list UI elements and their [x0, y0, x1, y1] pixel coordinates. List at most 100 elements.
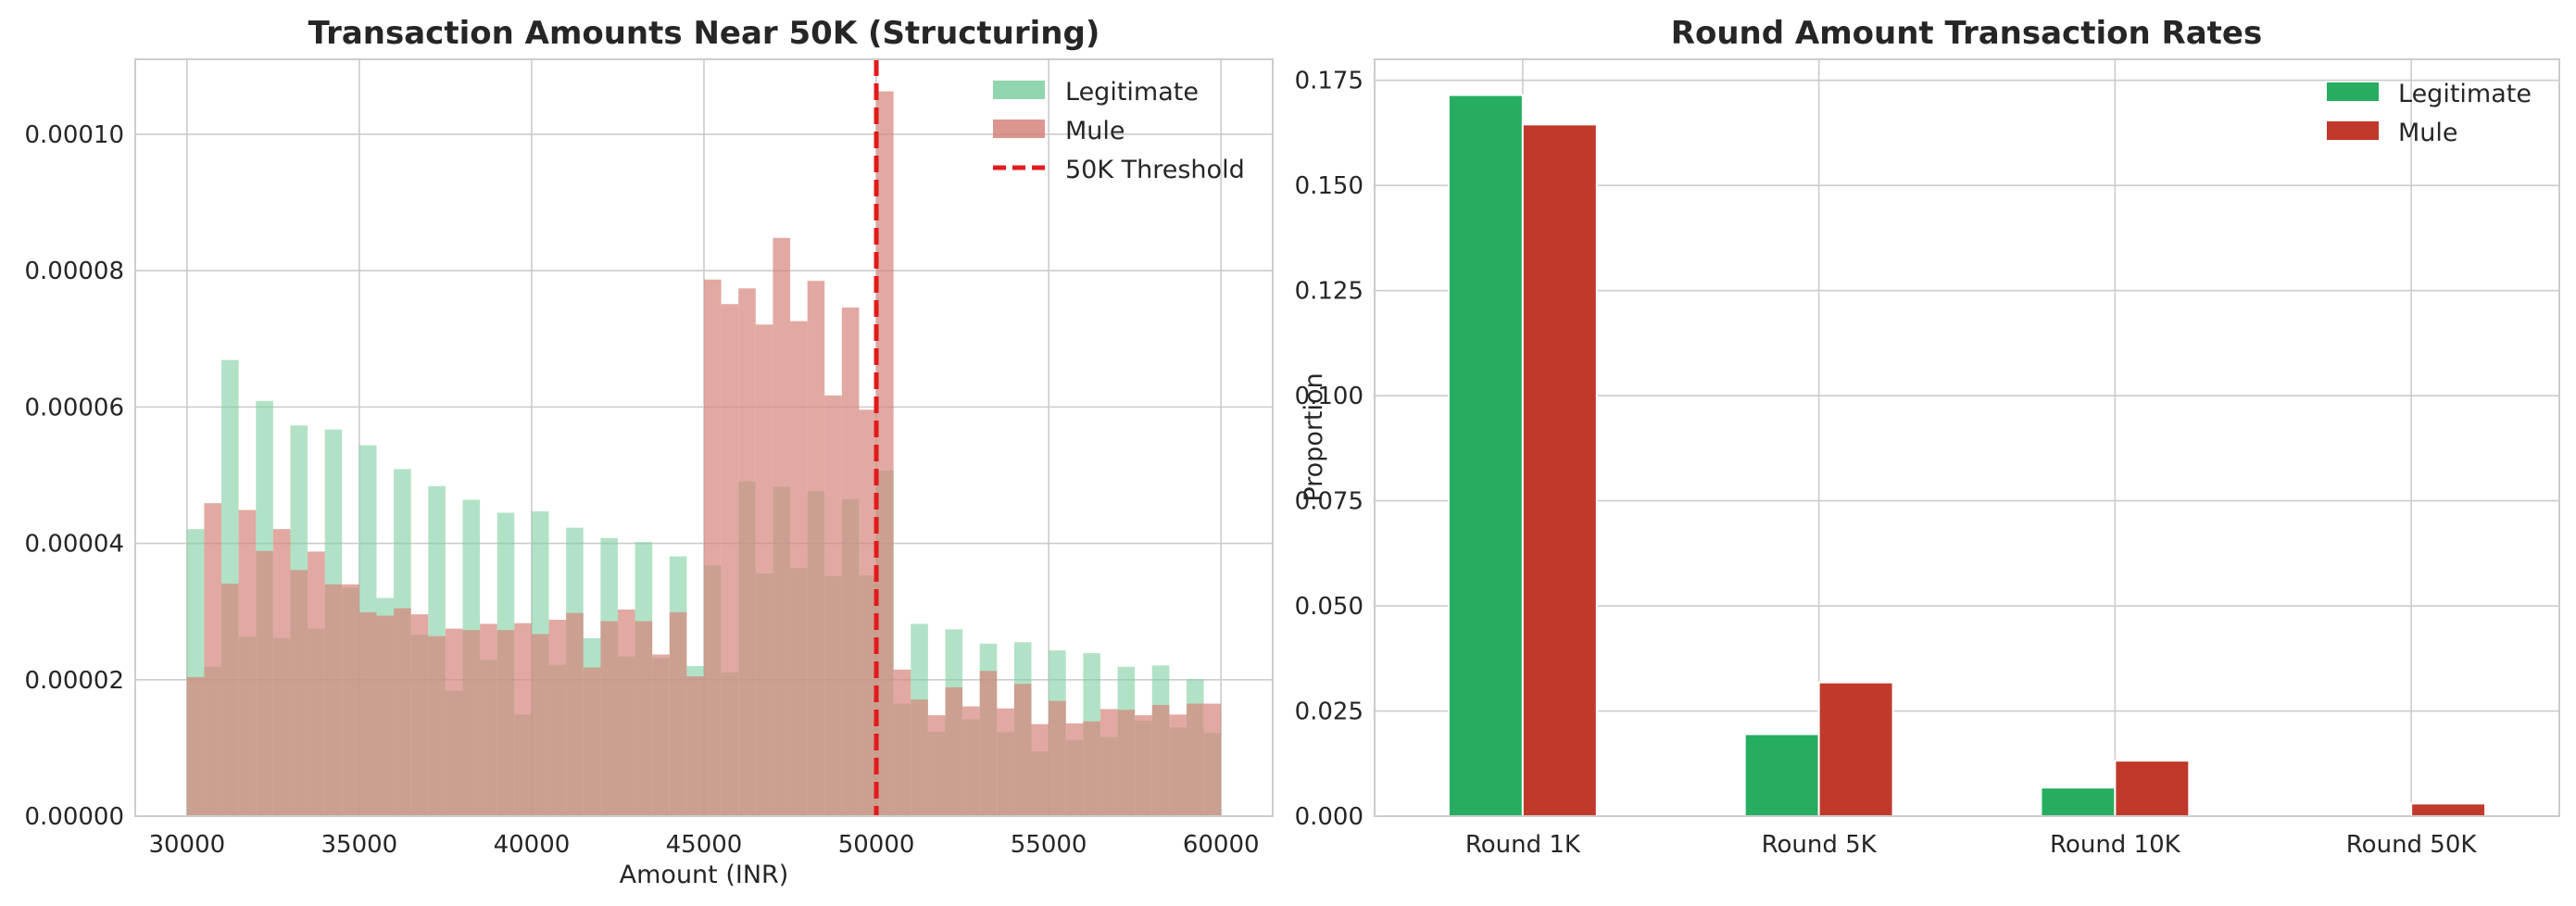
- histogram-x-axis-label: Amount (INR): [620, 861, 789, 889]
- bar-y-tick-label: 0.075: [1295, 488, 1363, 516]
- mule-histogram-bar: [204, 503, 222, 816]
- histogram-y-tick-label: 0.00002: [24, 667, 124, 695]
- histogram-y-tick-label: 0.00010: [24, 121, 124, 149]
- mule-histogram-bar: [773, 237, 791, 816]
- mule-histogram-bar: [324, 584, 343, 816]
- mule-histogram-bar: [410, 614, 429, 816]
- bar-y-tick-label: 0.125: [1295, 278, 1363, 306]
- mule-histogram-bar: [686, 676, 704, 816]
- mule-histogram-bar: [1013, 684, 1032, 816]
- bar-tick-labels: 0.000 0.025 0.050 0.075 0.100 0.125 0.150 0.175…: [1295, 68, 2478, 859]
- mule-histogram-bar: [1065, 723, 1084, 816]
- mule-histogram-bar: [256, 550, 273, 816]
- bar-legend: Legitimate Mule: [2327, 80, 2532, 147]
- bar-y-tick-label: 0.150: [1295, 172, 1363, 200]
- mule-histogram-bar: [272, 529, 291, 816]
- mule-histogram-bar: [755, 324, 773, 817]
- histogram-x-tick-label: 50000: [838, 831, 915, 859]
- mule-histogram-bar: [1049, 700, 1066, 816]
- bar-legend-swatch-legitimate: [2327, 82, 2379, 101]
- histogram-x-tick-label: 30000: [148, 831, 225, 859]
- mule-histogram-bar: [945, 686, 963, 816]
- mule-histogram-bar: [531, 634, 549, 816]
- mule-histogram-bar: [893, 669, 911, 816]
- mule-histogram-bar: [997, 708, 1014, 816]
- mule-histogram-bar: [600, 621, 618, 816]
- mule-histogram-bar: [652, 654, 670, 816]
- mule-histogram-bar: [1169, 714, 1187, 816]
- mule-histogram-bar: [1203, 703, 1222, 816]
- mule-histogram-bar: [462, 630, 481, 816]
- round-amount-bar-chart: 0.000 0.025 0.050 0.075 0.100 0.125 0.150 0.175…: [1295, 15, 2560, 859]
- mule-histogram-bar: [979, 671, 998, 816]
- histogram-x-tick-label: 35000: [321, 831, 398, 859]
- histogram-y-tick-label: 0.00004: [24, 531, 124, 559]
- bar-x-tick-label: Round 50K: [2346, 831, 2478, 859]
- bar-y-tick-label: 0.025: [1295, 698, 1363, 726]
- mule-histogram-bar: [290, 570, 308, 816]
- histogram-title: Transaction Amounts Near 50K (Structurin…: [308, 15, 1100, 52]
- mule-histogram-bar: [721, 304, 739, 816]
- mule-histogram-bar: [841, 307, 860, 816]
- mule-histogram-bar: [583, 667, 601, 816]
- mule-histogram-bar: [514, 623, 532, 816]
- structuring-histogram-chart: 30000 35000 40000 45000 50000 55000 60000 0.000…: [24, 15, 1274, 889]
- mule-histogram-bar: [635, 621, 653, 816]
- histogram-y-tick-label: 0.00006: [24, 394, 124, 422]
- bar-legend-swatch-mule: [2327, 121, 2379, 140]
- mule-bar: [1521, 123, 1598, 817]
- legend-label-mule: Mule: [1065, 117, 1125, 145]
- bar-legend-label-mule: Mule: [2398, 119, 2458, 147]
- mule-histogram-bar: [1117, 710, 1136, 816]
- mule-histogram-bar: [376, 615, 395, 816]
- bar-y-tick-label: 0.050: [1295, 593, 1363, 621]
- mule-histogram-bar: [566, 612, 584, 816]
- mule-bar: [2410, 802, 2487, 818]
- histogram-x-tick-label: 45000: [666, 831, 743, 859]
- histogram-x-tick-label: 60000: [1183, 831, 1260, 859]
- mule-histogram-bar: [859, 409, 877, 816]
- mule-histogram-bar: [704, 279, 722, 817]
- bar-legend-label-legitimate: Legitimate: [2398, 80, 2532, 108]
- mule-histogram-bar: [445, 628, 463, 816]
- legitimate-bar: [1447, 94, 1524, 817]
- bar-y-tick-label: 0.175: [1295, 68, 1363, 95]
- bar-chart-title: Round Amount Transaction Rates: [1671, 15, 2262, 52]
- mule-histogram-bar: [927, 715, 946, 816]
- histogram-y-tick-label: 0.00000: [24, 803, 124, 831]
- bar-x-tick-label: Round 10K: [2050, 831, 2181, 859]
- mule-histogram-bar: [308, 551, 325, 816]
- legend-label-threshold: 50K Threshold: [1065, 156, 1245, 184]
- bar-x-tick-label: Round 1K: [1465, 831, 1581, 859]
- mule-histogram-bar: [428, 635, 446, 816]
- legend-swatch-legitimate: [993, 81, 1045, 99]
- bar-x-tick-label: Round 5K: [1762, 831, 1878, 859]
- histogram-tick-labels: 30000 35000 40000 45000 50000 55000 60000 0.000…: [24, 121, 1259, 859]
- mule-bar: [2114, 760, 2191, 818]
- mule-histogram-bar: [1031, 724, 1049, 816]
- mule-histogram-bar: [669, 611, 687, 816]
- mule-histogram-bar: [1083, 721, 1100, 816]
- mule-histogram-bar: [394, 608, 411, 816]
- mule-bar: [1817, 681, 1894, 817]
- mule-histogram-bar: [1151, 705, 1170, 816]
- histogram-mule-bars: [186, 91, 1222, 817]
- mule-histogram-bar: [807, 281, 825, 817]
- bar-frame: [1374, 58, 2560, 817]
- legend-swatch-mule: [993, 120, 1045, 138]
- mule-histogram-bar: [480, 623, 497, 816]
- mule-histogram-bar: [962, 706, 980, 816]
- mule-histogram-bar: [617, 609, 635, 816]
- mule-histogram-bar: [1100, 709, 1118, 816]
- mule-histogram-bar: [221, 584, 239, 816]
- mule-histogram-bar: [548, 620, 567, 816]
- legitimate-bar: [2040, 786, 2117, 818]
- histogram-legend: Legitimate Mule 50K Threshold: [993, 78, 1245, 184]
- histogram-x-tick-label: 55000: [1011, 831, 1087, 859]
- bar-y-tick-label: 0.100: [1295, 383, 1363, 410]
- mule-histogram-bar: [1135, 715, 1152, 816]
- mule-histogram-bar: [911, 699, 928, 816]
- bar-y-axis-label: Proportion: [1300, 372, 1328, 501]
- mule-histogram-bar: [790, 321, 808, 817]
